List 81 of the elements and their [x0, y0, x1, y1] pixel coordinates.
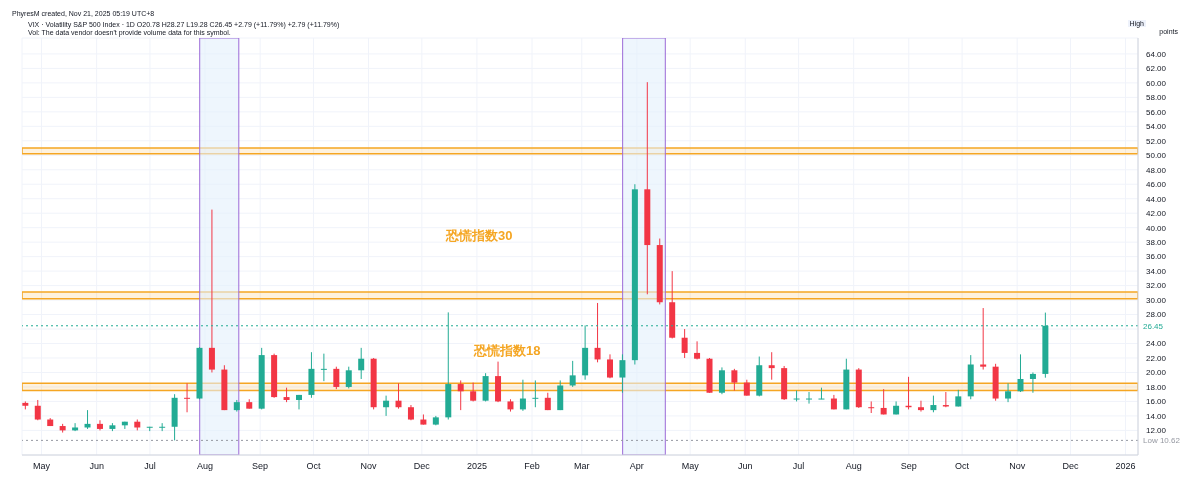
- x-tick-label: Dec: [1062, 461, 1079, 472]
- y-tick-label: 28.00: [1146, 310, 1167, 320]
- ref-line-label: 26.45: [1143, 321, 1164, 331]
- x-tick-label: Nov: [1009, 461, 1026, 472]
- candlestick: [868, 400, 875, 414]
- x-tick-label: May: [681, 461, 700, 472]
- candlestick: [806, 391, 813, 405]
- y-tick-label: 46.00: [1146, 180, 1167, 190]
- candlestick: [880, 388, 887, 415]
- y-tick-label: 56.00: [1146, 107, 1167, 117]
- candlestick: [768, 351, 775, 381]
- y-tick-label: 44.00: [1146, 194, 1167, 204]
- y-tick-label: 58.00: [1146, 93, 1167, 103]
- candlestick: [594, 302, 601, 363]
- y-tick-label: 20.00: [1146, 368, 1167, 378]
- candlestick: [383, 395, 390, 417]
- x-tick-label: Feb: [524, 461, 540, 472]
- x-tick-label: 2025: [466, 461, 487, 472]
- candlestick: [358, 347, 365, 380]
- y-tick-label: 52.00: [1146, 136, 1167, 146]
- y-tick-label: 16.00: [1146, 397, 1167, 407]
- x-tick-label: Mar: [574, 461, 590, 472]
- x-tick-label: Apr: [629, 461, 644, 472]
- y-tick-label: 42.00: [1146, 209, 1167, 219]
- y-tick-label: 62.00: [1146, 64, 1167, 74]
- y-tick-label: 64.00: [1146, 49, 1167, 59]
- candlestick: [619, 353, 626, 394]
- candlestick: [72, 422, 79, 432]
- x-tick-label: Nov: [360, 461, 378, 472]
- candlestick: [333, 366, 340, 390]
- candlestick: [532, 379, 539, 408]
- x-tick-label: 2026: [1115, 461, 1136, 472]
- candlestick: [320, 353, 327, 382]
- y-tick-label: 36.00: [1146, 252, 1167, 262]
- x-tick-label: Dec: [413, 461, 431, 472]
- candlestick: [718, 366, 725, 395]
- y-tick-label: 14.00: [1146, 411, 1167, 421]
- candlestick: [731, 368, 738, 392]
- candlestick: [1005, 382, 1012, 403]
- y-tick-label: 30.00: [1146, 295, 1167, 305]
- y-tick-label: 60.00: [1146, 78, 1167, 88]
- y-tick-label: 54.00: [1146, 122, 1167, 132]
- candlestick: [681, 328, 688, 359]
- candlestick: [519, 379, 526, 412]
- y-tick-label: 38.00: [1146, 238, 1167, 247]
- x-tick-label: Aug: [845, 461, 862, 472]
- x-tick-label: Jun: [89, 461, 104, 472]
- x-tick-label: Jun: [738, 461, 753, 472]
- annotation: 恐慌指数30: [446, 227, 513, 245]
- candlestick: [184, 382, 191, 413]
- candlestick: [395, 382, 402, 410]
- y-tick-label: 48.00: [1146, 165, 1167, 175]
- candlestick: [980, 307, 987, 371]
- y-tick-label: 18.00: [1146, 382, 1167, 392]
- candlestick: [917, 400, 924, 413]
- x-tick-label: Oct: [306, 461, 321, 472]
- candlestick: [457, 379, 464, 411]
- candlestick: [818, 387, 825, 400]
- candlestick: [569, 360, 576, 388]
- x-tick-label: Oct: [955, 461, 970, 472]
- x-tick-label: Jul: [792, 461, 805, 472]
- candlestick: [208, 209, 215, 373]
- candlestick: [1017, 353, 1024, 393]
- annotation: 恐慌指数18: [474, 342, 541, 360]
- y-tick-label: 22.00: [1146, 353, 1167, 363]
- candlestick: [296, 394, 302, 410]
- y-tick-label: 24.00: [1146, 339, 1167, 349]
- y-tick-label: 40.00: [1146, 223, 1167, 233]
- y-tick-label: 50.00: [1146, 151, 1167, 161]
- ref-line-label: Low 10.62: [1143, 436, 1181, 446]
- x-tick-label: Aug: [197, 461, 214, 472]
- y-tick-label: 34.00: [1146, 266, 1167, 276]
- candlestick: [1029, 371, 1036, 394]
- candlestick: [345, 366, 352, 389]
- y-tick-label: 12.00: [1146, 426, 1167, 436]
- x-tick-label: May: [33, 461, 51, 472]
- y-tick-label: 32.00: [1146, 281, 1167, 291]
- x-tick-label: Sep: [900, 461, 917, 472]
- x-tick-label: Jul: [144, 461, 156, 472]
- candlestick: [96, 419, 103, 431]
- x-tick-label: Sep: [252, 461, 269, 472]
